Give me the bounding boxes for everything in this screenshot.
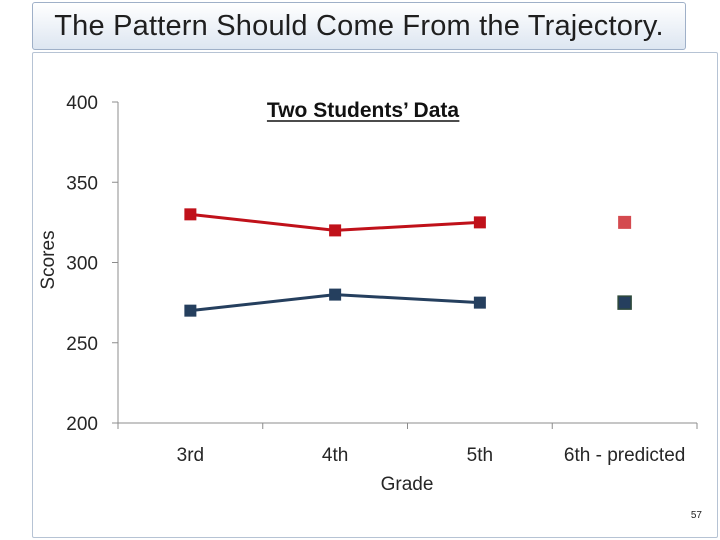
x-tick-label: 5th [467,445,493,466]
y-tick-label: 350 [66,173,98,194]
chart-series [184,208,632,317]
x-tick-label: 6th - predicted [564,445,685,466]
x-tick-label: 3rd [177,445,204,466]
predicted-point [618,215,632,229]
slide-title-bar: The Pattern Should Come From the Traject… [32,2,686,50]
data-point [329,288,342,301]
chart-tick-labels: 200 250 300 350 400 3rd 4th 5th 6th - predicted [66,93,685,466]
data-point [329,224,342,237]
y-tick-label: 300 [66,254,98,275]
x-axis-title: Grade [381,474,434,495]
data-point [184,208,197,221]
chart-title: Two Students’ Data [267,99,459,122]
chart-frame [32,52,718,538]
data-point [473,216,486,229]
x-tick-label: 4th [322,445,348,466]
y-tick-label: 200 [66,414,98,435]
slide-heading: The Pattern Should Come From the Traject… [54,9,664,42]
page-number: 57 [691,510,703,521]
y-tick-label: 400 [66,93,98,114]
predicted-point [617,295,632,310]
y-tick-label: 250 [66,334,98,355]
data-point [473,296,486,309]
data-point [184,304,197,317]
chart-axes [112,101,698,429]
y-axis-title: Scores [38,230,59,289]
